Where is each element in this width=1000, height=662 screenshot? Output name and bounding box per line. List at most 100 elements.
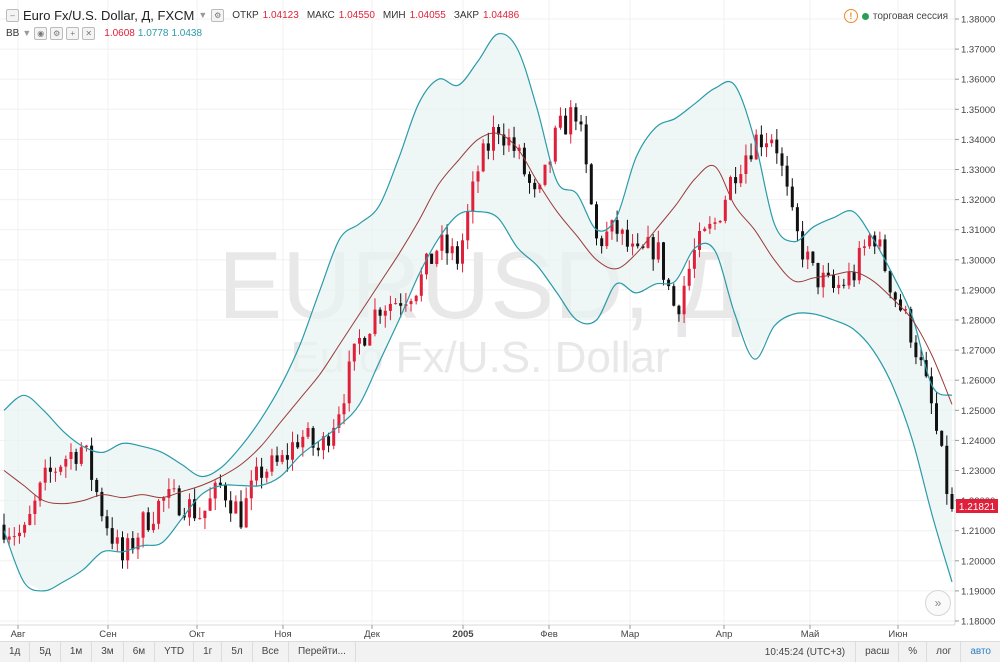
time-tick-label: Авг <box>11 629 26 640</box>
candle-body <box>59 466 63 472</box>
candle-body <box>466 211 470 241</box>
candle-body <box>522 147 526 175</box>
candle-body <box>48 467 52 472</box>
candle-body <box>687 268 691 286</box>
range-ytd-button[interactable]: YTD <box>155 642 195 662</box>
range-6m-button[interactable]: 6м <box>124 642 156 662</box>
close-icon[interactable]: ✕ <box>82 26 96 40</box>
extended-hours-button[interactable]: расш <box>855 642 900 662</box>
candle-body <box>352 343 356 362</box>
candle-body <box>692 250 696 269</box>
price-tick-label: 1.35000 <box>961 105 995 116</box>
candle-body <box>285 455 289 460</box>
scroll-to-realtime-button[interactable]: » <box>925 590 951 616</box>
candle-body <box>38 482 42 501</box>
close-value: 1.04486 <box>483 9 520 21</box>
symbol-header: – Euro Fx/U.S. Dollar, Д, FXCM ▼ ⚙ ОТКР … <box>6 6 519 24</box>
high-value: 1.04550 <box>338 9 375 21</box>
candle-body <box>574 107 578 122</box>
gear-icon[interactable]: ⚙ <box>50 26 64 40</box>
candle-body <box>43 467 47 483</box>
collapse-icon[interactable]: – <box>6 8 19 22</box>
candle-body <box>327 436 331 446</box>
candle-body <box>641 246 645 248</box>
range-3m-button[interactable]: 3м <box>92 642 124 662</box>
candle-body <box>888 270 892 293</box>
open-label: ОТКР <box>232 9 259 21</box>
high-label: МАКС <box>306 9 335 21</box>
candle-body <box>517 147 521 151</box>
symbol-title[interactable]: Euro Fx/U.S. Dollar, Д, FXCM <box>23 7 195 23</box>
candle-body <box>729 177 732 200</box>
range-5d-button[interactable]: 5д <box>30 642 61 662</box>
candle-body <box>54 471 57 473</box>
candle-body <box>275 455 279 462</box>
candle-body <box>795 207 799 232</box>
candle-body <box>121 537 124 561</box>
candle-body <box>806 251 810 260</box>
current-price-label: 1.21821 <box>956 499 998 513</box>
settings-icon[interactable]: ⚙ <box>211 8 225 22</box>
chevron-down-icon[interactable]: ▼ <box>22 28 32 38</box>
candle-body <box>95 479 99 492</box>
candle-body <box>388 303 392 311</box>
range-1m-button[interactable]: 1м <box>61 642 93 662</box>
candle-body <box>450 246 454 254</box>
candle-body <box>131 538 135 550</box>
candle-body <box>23 524 27 533</box>
candle-body <box>100 492 104 517</box>
candle-body <box>141 512 145 538</box>
candle-body <box>332 427 336 446</box>
candle-body <box>306 428 310 437</box>
candle-body <box>625 229 629 247</box>
candle-body <box>213 482 217 499</box>
candle-body <box>950 494 954 509</box>
candle-body <box>497 127 501 135</box>
candle-body <box>919 357 923 361</box>
candle-body <box>347 361 351 404</box>
percent-scale-button[interactable]: % <box>899 642 928 662</box>
candle-body <box>193 499 197 519</box>
open-value: 1.04123 <box>262 9 299 21</box>
log-scale-button[interactable]: лог <box>927 642 962 662</box>
candle-body <box>914 342 918 358</box>
candle-body <box>198 518 202 520</box>
candle-body <box>419 274 423 296</box>
warning-icon[interactable]: ! <box>843 9 858 23</box>
auto-scale-button[interactable]: авто <box>970 646 991 657</box>
candle-body <box>90 445 94 480</box>
candle-body <box>162 497 166 501</box>
candle-body <box>589 164 593 205</box>
chevron-down-icon[interactable]: ▼ <box>198 10 208 20</box>
range-1y-button[interactable]: 1г <box>194 642 223 662</box>
candle-body <box>260 466 264 478</box>
candle-body <box>157 500 161 524</box>
candle-body <box>414 295 418 302</box>
candle-body <box>151 523 155 531</box>
indicator-name[interactable]: BB <box>6 27 20 39</box>
candle-body <box>893 292 897 300</box>
range-1d-button[interactable]: 1д <box>0 642 31 662</box>
price-chart[interactable]: EURUSD, Д Euro Fx/U.S. Dollar 1.380001.3… <box>0 0 1000 641</box>
price-tick-label: 1.23000 <box>961 466 995 477</box>
candle-body <box>177 488 181 516</box>
time-tick-label: 2005 <box>452 629 474 640</box>
price-tick-label: 1.25000 <box>961 406 995 417</box>
candle-body <box>739 174 743 184</box>
candle-body <box>857 247 861 281</box>
plus-icon[interactable]: + <box>66 26 80 40</box>
candle-body <box>929 376 933 404</box>
candle-body <box>105 516 109 529</box>
candle-body <box>847 272 851 286</box>
range-all-button[interactable]: Все <box>253 642 289 662</box>
clock-timezone[interactable]: 10:45:24 (UTC+3) <box>764 646 846 658</box>
eye-icon[interactable]: ◉ <box>34 26 48 40</box>
goto-date-button[interactable]: Перейти... <box>289 642 356 662</box>
candle-body <box>224 484 227 501</box>
range-5y-button[interactable]: 5л <box>222 642 253 662</box>
indicator-legend: BB ▼ ◉ ⚙ + ✕ 1.0608 1.0778 1.0438 <box>6 26 202 40</box>
candle-body <box>656 242 660 260</box>
candle-body <box>904 309 908 311</box>
candle-body <box>945 445 949 494</box>
candle-body <box>115 537 119 544</box>
